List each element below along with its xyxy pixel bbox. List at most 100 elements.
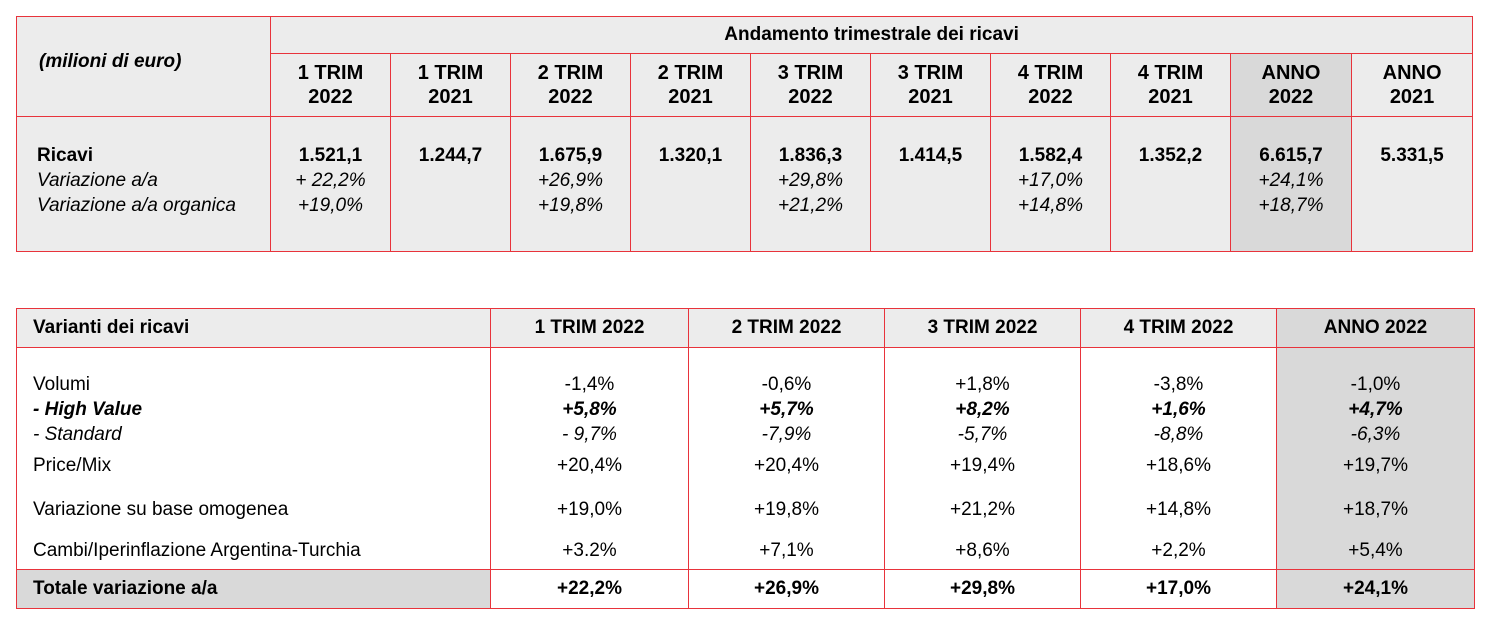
total-value: +29,8% [884,569,1081,609]
table-title: Andamento trimestrale dei ricavi [269,16,1474,54]
driver-values: -0,6% +5,7% -7,9% +20,4% +19,8% +7,1% [688,347,885,570]
organic-yoy-value: +19,0% [298,195,363,216]
column-header: 2 TRIM 2021 [630,53,751,117]
row-labels: Ricavi Variazione a/a Variazione a/a org… [16,116,271,252]
total-value: +17,0% [1080,569,1277,609]
organic-yoy-value: +21,2% [778,195,843,216]
price-mix-value: +20,4% [557,455,622,476]
omogenea-label: Variazione su base omogenea [33,499,289,520]
volumi-value: -3,8% [1153,374,1204,395]
price-mix-value: +18,6% [1146,455,1211,476]
high-value-value: +5,7% [759,399,814,420]
column-header: 3 TRIM 2022 [884,308,1081,348]
yoy-label: Variazione a/a [37,170,158,191]
unit-label: (milioni di euro) [16,16,271,117]
volumi-value: -1,4% [564,374,615,395]
omogenea-value: +18,7% [1343,499,1408,520]
cambi-value: +5,4% [1348,540,1403,561]
cambi-value: +3.2% [562,540,617,561]
standard-value: -6,3% [1350,424,1401,445]
high-value-value: +5,8% [562,399,617,420]
total-value-year: +24,1% [1276,569,1475,609]
cambi-value: +8,6% [955,540,1010,561]
column-header: 1 TRIM 2022 [270,53,391,117]
column-header: 2 TRIM 2022 [688,308,885,348]
revenue-value: 1.352,2 [1138,145,1203,166]
organic-yoy-label: Variazione a/a organica [37,195,236,216]
column-header: 3 TRIM 2021 [870,53,991,117]
revenue-value: 1.244,7 [418,145,483,166]
total-label: Totale variazione a/a [16,569,491,609]
total-value: +22,2% [490,569,689,609]
high-value-value: +8,2% [955,399,1010,420]
driver-values-year: -1,0% +4,7% -6,3% +19,7% +18,7% +5,4% [1276,347,1475,570]
standard-value: - 9,7% [562,424,617,445]
revenue-value: 1.836,3 [778,145,843,166]
volumi-value: -0,6% [761,374,812,395]
value-cell: 1.244,7 [390,116,511,252]
driver-values: -3,8% +1,6% -8,8% +18,6% +14,8% +2,2% [1080,347,1277,570]
high-value-value: +4,7% [1348,399,1403,420]
standard-value: -7,9% [761,424,812,445]
price-mix-value: +20,4% [754,455,819,476]
cambi-value: +2,2% [1151,540,1206,561]
omogenea-value: +21,2% [950,499,1015,520]
value-cell: 1.414,5 [870,116,991,252]
value-cell: 1.836,3 +29,8% +21,2% [750,116,871,252]
price-mix-value: +19,7% [1343,455,1408,476]
volumi-value: +1,8% [955,374,1010,395]
yoy-value: +29,8% [778,170,843,191]
value-cell: 5.331,5 [1350,116,1474,252]
quarterly-revenue-table: (milioni di euro) Andamento trimestrale … [16,16,1474,252]
high-value-value: +1,6% [1151,399,1206,420]
column-header: 4 TRIM 2022 [990,53,1111,117]
revenue-label: Ricavi [37,145,93,166]
cambi-label: Cambi/Iperinflazione Argentina-Turchia [33,540,361,561]
column-header: 1 TRIM 2022 [490,308,689,348]
value-cell: 1.352,2 [1110,116,1231,252]
revenue-value: 5.331,5 [1380,145,1444,166]
revenue-value: 1.582,4 [1018,145,1083,166]
organic-yoy-value: +18,7% [1258,195,1324,216]
revenue-value: 1.521,1 [298,145,363,166]
cambi-value: +7,1% [759,540,814,561]
revenue-drivers-table: Varianti dei ricavi 1 TRIM 2022 2 TRIM 2… [16,308,1475,609]
column-header: 4 TRIM 2021 [1110,53,1231,117]
driver-values: -1,4% +5,8% - 9,7% +20,4% +19,0% +3.2% [490,347,689,570]
yoy-value: + 22,2% [295,170,366,191]
column-header-year: ANNO 2022 [1230,53,1352,117]
column-header: 3 TRIM 2022 [750,53,871,117]
value-cell-year: 6.615,7 +24,1% +18,7% [1230,116,1352,252]
value-cell: 1.320,1 [630,116,751,252]
price-mix-label: Price/Mix [33,455,112,476]
yoy-value: +17,0% [1018,170,1083,191]
column-header: 2 TRIM 2022 [510,53,631,117]
standard-label: - Standard [33,424,122,445]
omogenea-value: +19,0% [557,499,622,520]
revenue-value: 6.615,7 [1259,145,1323,166]
price-mix-value: +19,4% [950,455,1015,476]
standard-value: -5,7% [957,424,1008,445]
column-header: 1 TRIM 2021 [390,53,511,117]
organic-yoy-value: +14,8% [1018,195,1083,216]
revenue-value: 1.414,5 [898,145,963,166]
value-cell: 1.582,4 +17,0% +14,8% [990,116,1111,252]
column-header: ANNO 2021 [1350,53,1474,117]
omogenea-value: +19,8% [754,499,819,520]
volumi-label: Volumi [33,374,91,395]
column-header: 4 TRIM 2022 [1080,308,1277,348]
standard-value: -8,8% [1153,424,1204,445]
driver-values: +1,8% +8,2% -5,7% +19,4% +21,2% +8,6% [884,347,1081,570]
revenue-value: 1.320,1 [658,145,723,166]
driver-labels: Volumi - High Value - Standard Price/Mix… [16,347,491,570]
value-cell: 1.675,9 +26,9% +19,8% [510,116,631,252]
value-cell: 1.521,1 + 22,2% +19,0% [270,116,391,252]
revenue-value: 1.675,9 [538,145,603,166]
column-header-year: ANNO 2022 [1276,308,1475,348]
drivers-header-label: Varianti dei ricavi [16,308,491,348]
organic-yoy-value: +19,8% [538,195,603,216]
high-value-label: - High Value [33,399,143,420]
yoy-value: +24,1% [1258,170,1324,191]
total-value: +26,9% [688,569,885,609]
volumi-value: -1,0% [1350,374,1401,395]
